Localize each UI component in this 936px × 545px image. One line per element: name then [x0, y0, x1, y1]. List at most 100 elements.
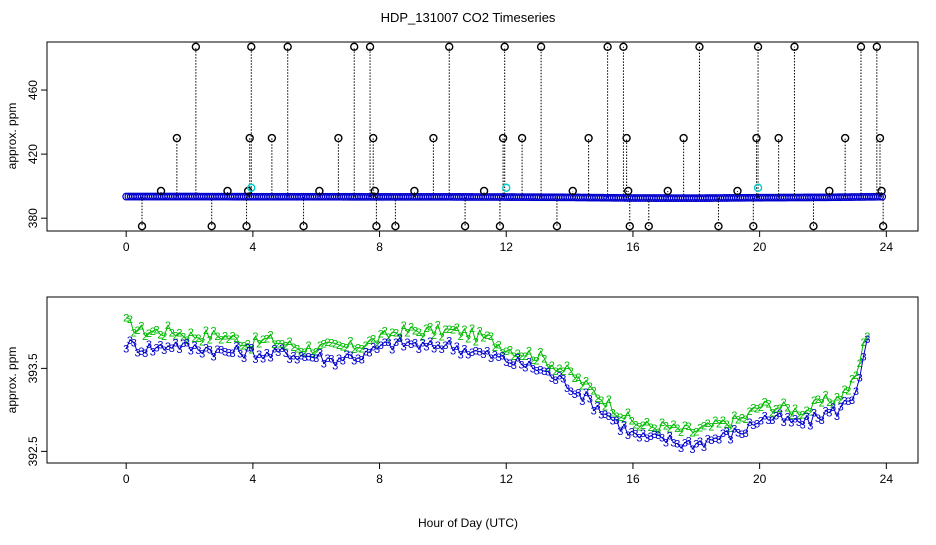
series-marker: 3 — [606, 411, 612, 423]
series-marker: 3 — [537, 365, 543, 377]
series-marker: 2 — [214, 331, 220, 343]
series-marker: 3 — [682, 437, 688, 449]
series-marker: 2 — [640, 420, 646, 432]
series-marker: 2 — [173, 331, 179, 343]
series-marker: 3 — [784, 412, 790, 424]
series-marker: 3 — [621, 420, 627, 432]
series-marker: 2 — [279, 339, 285, 351]
series-marker: 2 — [442, 324, 448, 336]
series-marker: 3 — [811, 408, 817, 420]
series-marker: 2 — [819, 398, 825, 410]
series-marker: 2 — [750, 403, 756, 415]
series-marker: 3 — [146, 339, 152, 351]
y-tick-label: 393.5 — [26, 353, 40, 383]
series-marker: 3 — [184, 337, 190, 349]
series-marker: 2 — [526, 345, 532, 357]
series-marker: 2 — [830, 399, 836, 411]
outlier-point — [242, 221, 251, 231]
series-marker: 3 — [290, 350, 296, 362]
series-marker: 3 — [549, 373, 555, 385]
series-marker: 3 — [712, 433, 718, 445]
series-marker: 2 — [176, 328, 182, 340]
series-marker: 3 — [670, 438, 676, 450]
series-marker: 3 — [477, 347, 483, 359]
series-marker: 2 — [439, 331, 445, 343]
series-marker: 3 — [127, 335, 133, 347]
series-marker: 3 — [142, 348, 148, 360]
series-marker: 2 — [157, 330, 163, 342]
series-marker: 3 — [325, 353, 331, 365]
y-tick-label: 460 — [26, 80, 40, 100]
series-marker: 3 — [203, 342, 209, 354]
series-marker: 2 — [815, 394, 821, 406]
series-marker: 3 — [492, 350, 498, 362]
outlier-point — [840, 133, 850, 143]
series-marker: 3 — [135, 347, 141, 359]
outlier-point — [445, 42, 454, 52]
main-point — [878, 192, 887, 201]
series-marker: 2 — [541, 353, 547, 365]
series-marker: 2 — [689, 427, 695, 439]
outlier-point — [372, 221, 381, 231]
series-marker: 2 — [347, 336, 353, 348]
x-tick-label: 16 — [626, 240, 640, 254]
series-marker: 2 — [697, 423, 703, 435]
series-marker: 3 — [192, 340, 198, 352]
series-marker: 2 — [503, 346, 509, 358]
series-marker: 3 — [720, 428, 726, 440]
outlier-point — [663, 186, 672, 196]
series-marker: 3 — [545, 366, 551, 378]
series-marker: 2 — [275, 338, 281, 350]
series-marker: 3 — [176, 344, 182, 356]
series-marker: 3 — [332, 360, 338, 372]
series-marker: 3 — [659, 433, 665, 445]
series-marker: 2 — [617, 412, 623, 424]
series-marker: 3 — [564, 383, 570, 395]
series-marker: 2 — [564, 360, 570, 372]
outlier-point — [137, 221, 147, 231]
series-marker: 3 — [819, 415, 825, 427]
series-marker: 2 — [496, 339, 502, 351]
series-marker: 2 — [344, 343, 350, 355]
series-marker: 3 — [173, 338, 179, 350]
series-marker: 2 — [146, 328, 152, 340]
series-marker: 3 — [560, 374, 566, 386]
series-marker: 2 — [340, 341, 346, 353]
series-marker: 2 — [651, 423, 657, 435]
series-marker: 3 — [249, 343, 255, 355]
series-marker: 3 — [226, 347, 232, 359]
series-marker: 2 — [746, 406, 752, 418]
series-marker: 3 — [275, 347, 281, 359]
outlier-point — [877, 186, 886, 196]
series-marker: 2 — [218, 334, 224, 346]
outlier-point — [679, 133, 688, 143]
series-marker: 2 — [461, 324, 467, 336]
series-marker: 2 — [678, 427, 684, 439]
series-marker: 3 — [864, 334, 870, 346]
series-marker: 3 — [340, 356, 346, 368]
series-marker: 3 — [264, 347, 270, 359]
series-marker: 3 — [648, 431, 654, 443]
series-marker: 2 — [465, 334, 471, 346]
series-marker: 2 — [860, 337, 866, 349]
outlier-point — [429, 133, 438, 143]
series-marker: 2 — [845, 386, 851, 398]
series-marker: 3 — [427, 336, 433, 348]
series-marker: 2 — [648, 422, 654, 434]
outlier-point — [460, 221, 470, 231]
series-marker: 2 — [458, 331, 464, 343]
series-marker: 3 — [309, 352, 315, 364]
series-marker: 3 — [724, 426, 730, 438]
y-axis-label: approx. ppm — [5, 347, 19, 414]
series-marker: 2 — [629, 416, 635, 428]
x-tick-label: 4 — [250, 472, 257, 486]
series-marker: 3 — [256, 349, 262, 361]
series-marker: 2 — [154, 324, 160, 336]
series-marker: 3 — [822, 405, 828, 417]
series-marker: 3 — [834, 411, 840, 423]
series-marker: 2 — [522, 351, 528, 363]
series-marker: 3 — [370, 342, 376, 354]
series-marker: 3 — [347, 350, 353, 362]
series-marker: 2 — [309, 348, 315, 360]
